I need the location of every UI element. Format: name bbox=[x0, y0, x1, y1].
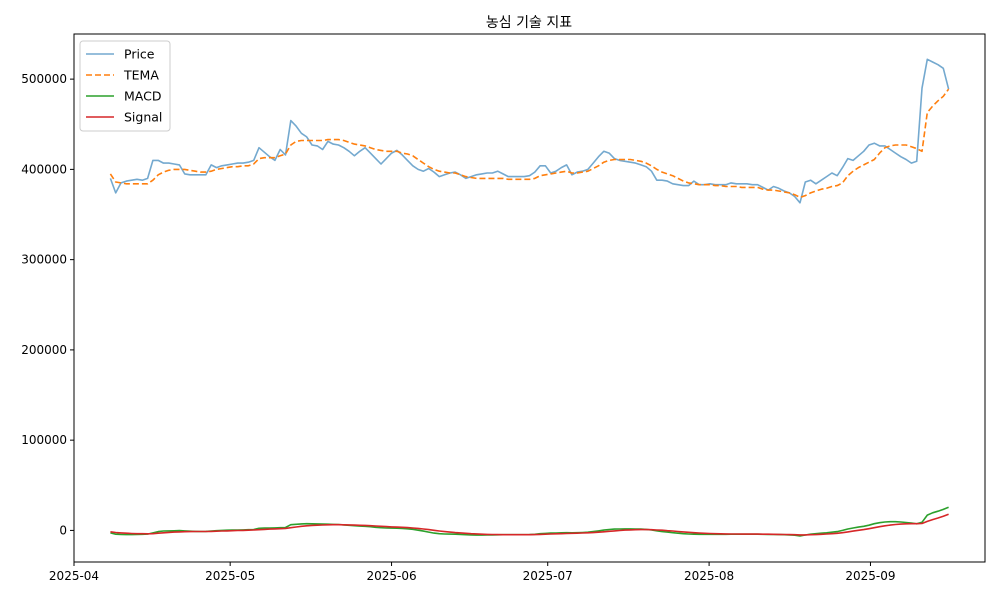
y-axis: 0 100000 200000 300000 400000 500000 bbox=[21, 72, 74, 537]
x-tick-label: 2025-05 bbox=[205, 569, 255, 583]
x-tick-label: 2025-09 bbox=[845, 569, 895, 583]
y-tick-label: 500000 bbox=[21, 72, 67, 86]
legend-label-macd: MACD bbox=[124, 89, 161, 104]
legend-label-tema: TEMA bbox=[123, 68, 159, 83]
chart-title: 농심 기술 지표 bbox=[486, 15, 572, 31]
y-tick-label: 200000 bbox=[21, 343, 67, 357]
legend-box bbox=[79, 40, 171, 132]
legend: Price TEMA MACD Signal bbox=[79, 40, 171, 132]
x-axis: 2025-04 2025-05 2025-06 2025-07 2025-08 2025-… bbox=[49, 562, 896, 583]
y-tick-label: 0 bbox=[59, 523, 67, 537]
legend-label-signal: Signal bbox=[124, 110, 162, 125]
legend-label-price: Price bbox=[124, 47, 155, 62]
y-tick-label: 100000 bbox=[21, 433, 67, 447]
x-tick-label: 2025-06 bbox=[366, 569, 416, 583]
x-tick-label: 2025-04 bbox=[49, 569, 99, 583]
series-line-tema bbox=[109, 88, 950, 199]
plot-area bbox=[73, 33, 986, 563]
x-tick-label: 2025-08 bbox=[684, 569, 734, 583]
series-line-signal bbox=[110, 513, 949, 536]
y-tick-label: 300000 bbox=[21, 253, 67, 267]
y-tick-label: 400000 bbox=[21, 162, 67, 176]
x-tick-label: 2025-07 bbox=[523, 569, 573, 583]
series-line-price bbox=[109, 58, 950, 204]
series-layer bbox=[109, 58, 950, 537]
series-line-macd bbox=[110, 506, 949, 537]
